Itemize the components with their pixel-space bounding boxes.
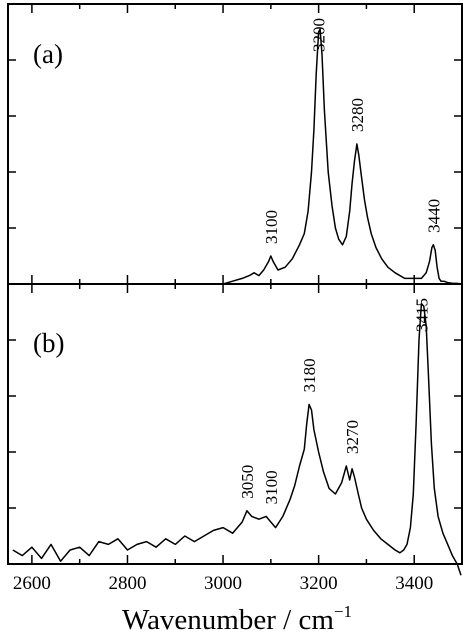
spectrum-line [222,28,463,285]
x-axis: 2600 2800 3000 3200 3400 [13,4,463,594]
peak-label-3180: 3180 [300,358,319,392]
panel-a: (a) 3100 3200 3280 3440 [7,3,463,285]
peak-label-3200: 3200 [310,18,329,52]
x-tick-label: 3400 [395,573,433,594]
plot-frame-a [7,3,463,285]
peak-label-3270: 3270 [343,420,362,454]
peak-label-3100: 3100 [262,470,281,504]
x-tick-label: 2800 [108,573,146,594]
plot-frame-b [7,283,463,565]
x-axis-title-text: Wavenumber / cm [122,604,334,636]
peak-label-3100: 3100 [262,210,281,244]
panel-label: (b) [33,328,64,358]
x-axis-title: Wavenumber / cm−1 [122,602,352,636]
peak-label-3440: 3440 [424,199,443,233]
peak-label-3280: 3280 [348,98,367,132]
x-tick-label: 3000 [204,573,242,594]
peak-label-3415: 3415 [412,298,431,332]
panel-b: (b) 3050 3100 3180 3270 3415 [7,283,463,576]
spectrum-line [12,302,462,576]
x-tick-label: 3200 [300,573,338,594]
x-axis-title-superscript: −1 [334,602,352,621]
x-tick-label: 2600 [13,573,51,594]
peak-label-3050: 3050 [238,465,257,499]
panel-label: (a) [33,39,63,69]
